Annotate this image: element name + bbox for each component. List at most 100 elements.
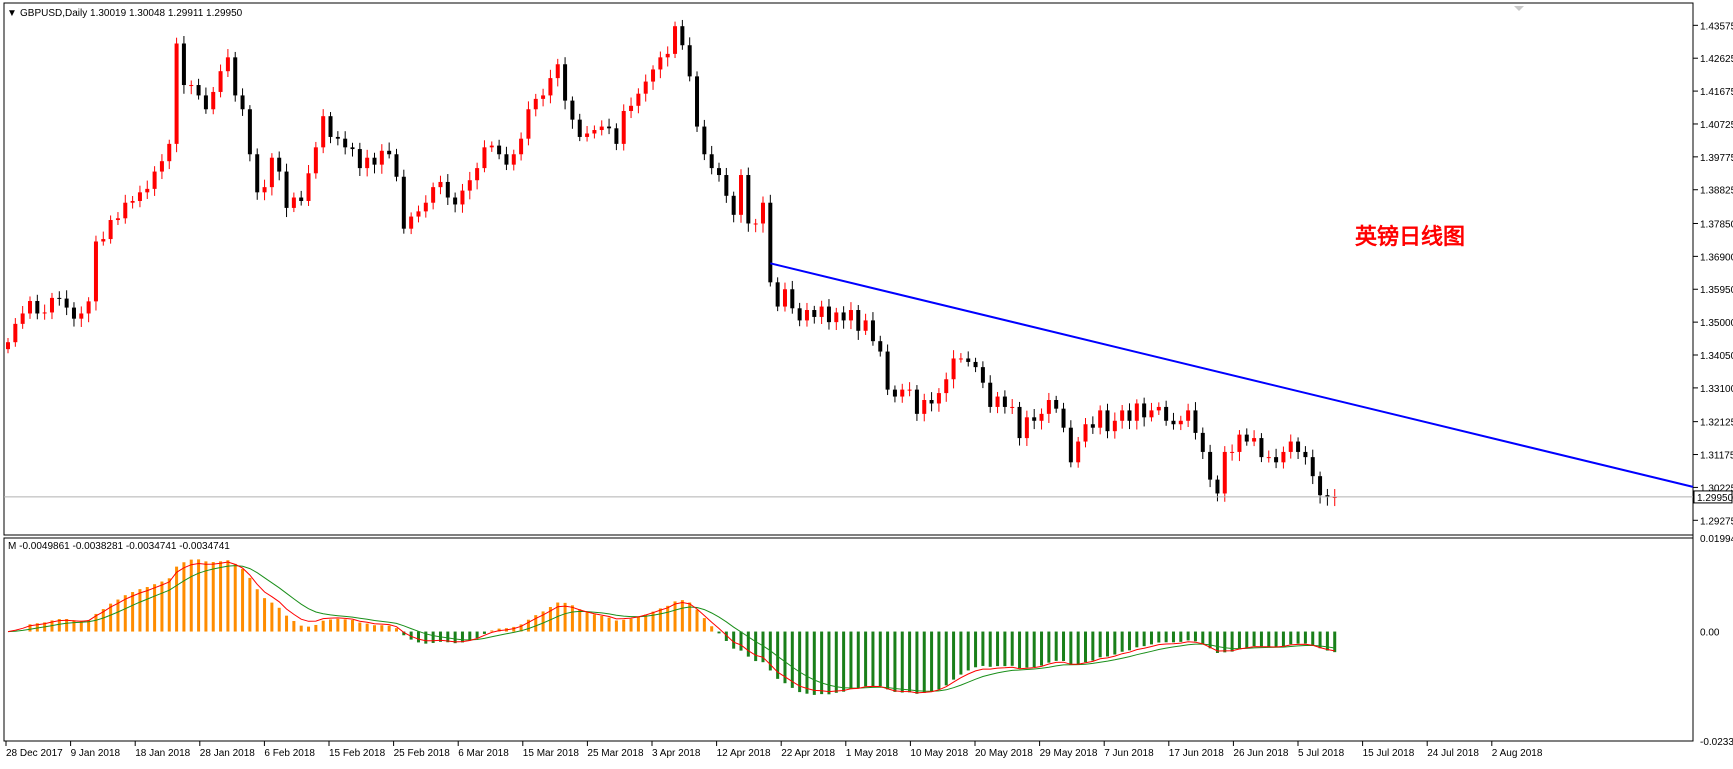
histogram-bar (314, 624, 318, 632)
histogram-bar (908, 631, 912, 693)
histogram-bar (644, 614, 648, 632)
candle-body (27, 301, 32, 314)
histogram-bar (402, 631, 406, 636)
histogram-bar (1106, 631, 1109, 657)
candle-body (1171, 420, 1176, 425)
candle-body (49, 297, 54, 313)
candle-body (181, 43, 186, 86)
candle-body (71, 307, 76, 319)
histogram-bar (886, 631, 890, 690)
histogram-bar (534, 615, 538, 632)
candle-body (1061, 408, 1066, 428)
candle-body (13, 323, 18, 343)
candle-body (958, 358, 963, 360)
histogram-bar (1245, 631, 1249, 648)
histogram-bar (959, 631, 963, 675)
candle-body (739, 175, 743, 215)
candle-body (812, 310, 817, 317)
histogram-bar (570, 605, 574, 632)
candle-body (1237, 434, 1242, 452)
candle-body (42, 312, 47, 314)
candle-body (621, 110, 626, 144)
histogram-bar (1018, 631, 1022, 669)
candle-body (753, 223, 758, 225)
candle-body (313, 147, 318, 174)
date-tick-label: 15 Jul 2018 (1363, 748, 1415, 759)
candle-body (1325, 495, 1330, 497)
candle-body (1230, 451, 1235, 453)
candle-body (1134, 403, 1139, 421)
candle-body (885, 351, 890, 390)
histogram-bar (255, 589, 259, 632)
histogram-bar (724, 631, 728, 641)
histogram-bar (702, 618, 706, 632)
candle-body (137, 192, 142, 201)
histogram-bar (820, 631, 824, 695)
histogram-bar (1267, 631, 1271, 647)
candle-body (431, 187, 436, 203)
candle-body (306, 173, 311, 201)
candle-body (980, 367, 985, 383)
histogram-bar (72, 620, 76, 632)
histogram-bar (578, 609, 582, 632)
histogram-bar (1113, 631, 1117, 655)
histogram-bar (519, 624, 523, 632)
candle-body (159, 161, 164, 172)
dropdown-arrow-icon[interactable]: ▼ (7, 8, 17, 19)
histogram-bar (1062, 631, 1066, 661)
candle-body (848, 310, 853, 321)
price-tick-label: 1.33100 (1700, 384, 1733, 395)
price-tick-label: 1.31175 (1700, 451, 1733, 462)
histogram-bar (1164, 631, 1168, 643)
candle-body (577, 119, 582, 137)
candle-body (152, 171, 157, 189)
price-tick-label: 1.34050 (1700, 351, 1733, 362)
candle-body (1068, 427, 1073, 463)
histogram-bar (1171, 631, 1175, 643)
histogram-bar (475, 631, 479, 639)
candle-body (225, 57, 230, 72)
scroll-indicator-icon[interactable] (1514, 6, 1524, 11)
candle-body (973, 361, 978, 368)
date-tick-label: 10 May 2018 (910, 748, 968, 759)
candle-body (269, 157, 274, 188)
histogram-bar (1047, 631, 1051, 663)
candle-body (64, 298, 69, 308)
date-tick-label: 29 May 2018 (1040, 748, 1098, 759)
candle-body (922, 400, 927, 414)
candle-body (1193, 410, 1198, 433)
indicator-tick-label: 0.0199418 (1700, 534, 1733, 545)
histogram-bar (1084, 631, 1088, 663)
candle-body (1090, 424, 1095, 428)
histogram-bar (101, 609, 105, 632)
candle-body (145, 188, 150, 193)
date-tick-label: 22 Apr 2018 (781, 748, 835, 759)
price-tick-label: 1.36900 (1700, 252, 1733, 263)
candle-body (115, 218, 120, 221)
candle-body (1222, 451, 1227, 494)
candle-body (379, 150, 384, 165)
candle-body (489, 145, 494, 148)
candle-body (1281, 451, 1286, 463)
histogram-bar (1040, 631, 1044, 666)
candle-body (255, 154, 260, 193)
histogram-bar (1120, 631, 1124, 652)
candle-body (174, 43, 179, 144)
histogram-bar (856, 631, 860, 689)
candle-body (482, 147, 487, 169)
candle-body (262, 187, 267, 193)
candle-body (1127, 410, 1132, 421)
price-tick-label: 1.42625 (1700, 54, 1733, 65)
candle-body (717, 168, 722, 176)
date-tick-label: 15 Mar 2018 (523, 748, 580, 759)
histogram-bar (285, 615, 289, 632)
histogram-bar (1215, 631, 1219, 653)
indicator-pane-border (3, 537, 1694, 742)
histogram-bar (197, 559, 201, 632)
histogram-bar (79, 620, 83, 632)
candle-body (570, 100, 575, 120)
date-tick-label: 28 Jan 2018 (200, 748, 255, 759)
candle-body (966, 358, 971, 362)
candle-body (878, 341, 883, 352)
histogram-bar (666, 605, 670, 632)
